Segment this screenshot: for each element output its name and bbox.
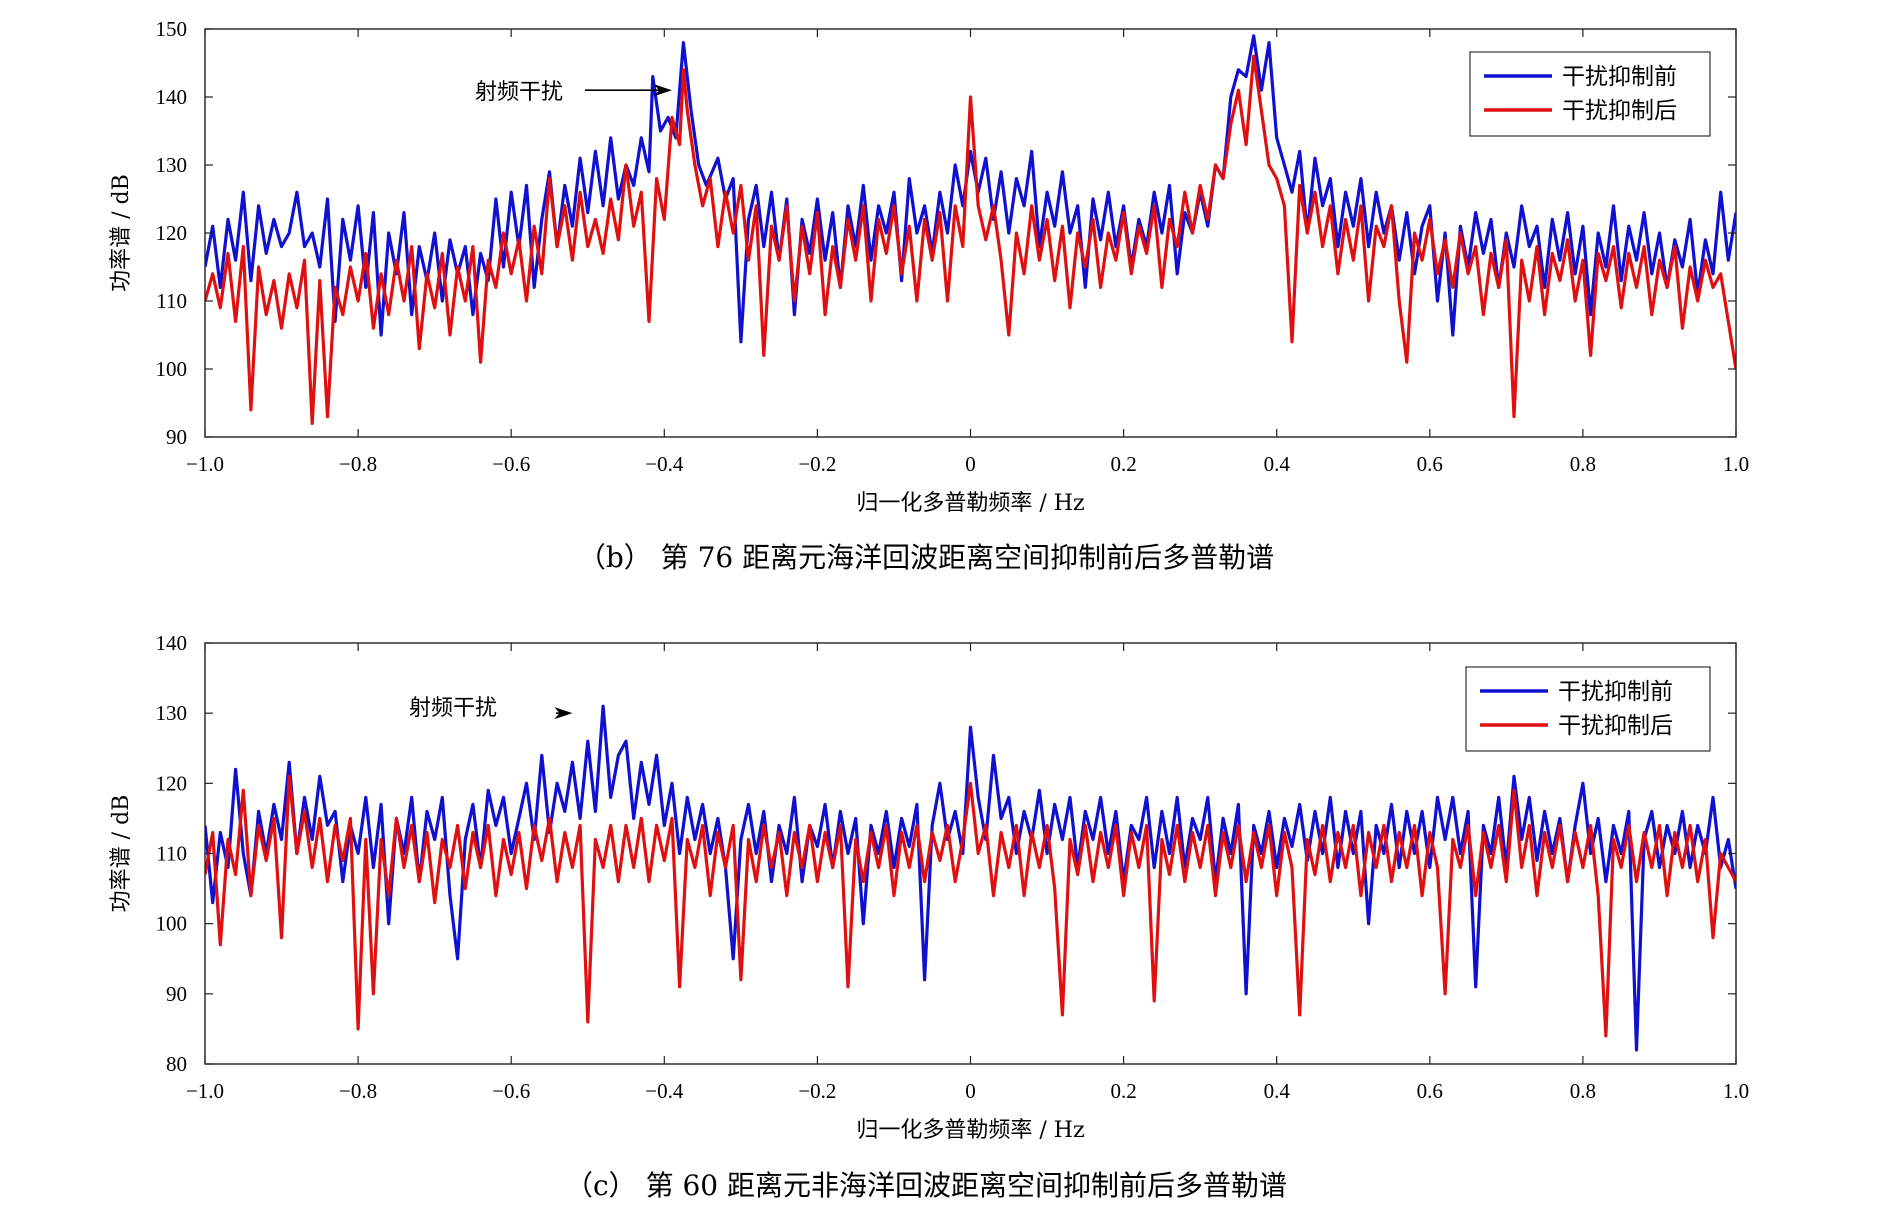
annotation-arrow-head [554,707,573,720]
x-tick-label: 0.8 [1570,1079,1596,1103]
legend-label: 干扰抑制前 [1562,64,1677,90]
x-axis-label: 归一化多普勒频率 / Hz [856,491,1084,516]
x-tick-label: 0.8 [1570,452,1596,476]
y-tick-label: 120 [156,771,188,795]
x-tick-label: 0.2 [1110,452,1136,476]
x-tick-label: −0.4 [645,452,684,476]
series-line-after [205,54,1736,425]
x-tick-label: −0.8 [339,452,377,476]
y-tick-label: 100 [156,357,188,381]
legend-label: 干扰抑制后 [1562,98,1677,124]
x-tick-label: 0 [965,452,976,476]
x-tick-label: 1.0 [1723,452,1749,476]
y-axis-label: 功率谱 / dB [109,174,134,292]
x-tick-label: −0.6 [492,1079,530,1103]
x-tick-label: −1.0 [186,452,224,476]
annotation-label: 射频干扰 [475,80,563,105]
x-tick-label: 0.6 [1417,452,1443,476]
x-tick-label: 0.6 [1417,1079,1443,1103]
y-tick-label: 130 [156,153,188,177]
legend-label: 干扰抑制前 [1558,679,1673,705]
legend-box [1469,51,1711,137]
legend-box [1465,666,1711,752]
y-tick-label: 110 [156,289,187,313]
x-tick-label: 0.2 [1110,1079,1136,1103]
x-tick-label: 0 [965,1079,976,1103]
chart-panel-c: −1.0 −0.8 −0.6 −0.4 −0.2 0 0.2 0.4 0.6 0.8 1.0 80 90… [109,631,1749,1202]
figure-caption: （c） 第 60 距离元非海洋回波距离空间抑制前后多普勒谱 [565,1169,1287,1202]
y-tick-label: 140 [156,85,188,109]
series-line-after [205,774,1736,1038]
y-tick-label: 140 [156,631,188,655]
x-tick-label: −0.6 [492,452,530,476]
series-line-before [205,34,1736,344]
y-tick-label: 110 [156,842,187,866]
y-tick-label: 80 [166,1052,187,1076]
y-tick-label: 150 [156,17,188,41]
figure-caption: （b） 第 76 距离元海洋回波距离空间抑制前后多普勒谱 [578,541,1274,574]
annotation-arrow-head [653,84,672,97]
legend-label: 干扰抑制后 [1558,713,1673,739]
x-tick-label: −0.8 [339,1079,377,1103]
x-axis-label: 归一化多普勒频率 / Hz [856,1118,1084,1143]
x-tick-label: −0.2 [798,452,836,476]
x-tick-label: −0.4 [645,1079,684,1103]
y-tick-label: 90 [166,982,187,1006]
annotation-rf-interference: 射频干扰 [475,80,672,105]
annotation-rf-interference: 射频干扰 [409,696,573,721]
y-axis-label: 功率谱 / dB [109,795,134,913]
y-tick-label: 120 [156,221,188,245]
y-tick-label: 90 [166,425,187,449]
x-tick-label: 1.0 [1723,1079,1749,1103]
y-tick-label: 130 [156,701,188,725]
x-tick-label: 0.4 [1264,452,1291,476]
chart-panel-b: −1.0 −0.8 −0.6 −0.4 −0.2 0 0.2 0.4 0.6 0.8 1.0 90 10… [109,17,1749,574]
annotation-label: 射频干扰 [409,696,497,721]
x-tick-label: −0.2 [798,1079,836,1103]
y-tick-label: 100 [156,912,188,936]
series-line-before [205,704,1736,1052]
x-tick-label: −1.0 [186,1079,224,1103]
x-tick-label: 0.4 [1264,1079,1291,1103]
